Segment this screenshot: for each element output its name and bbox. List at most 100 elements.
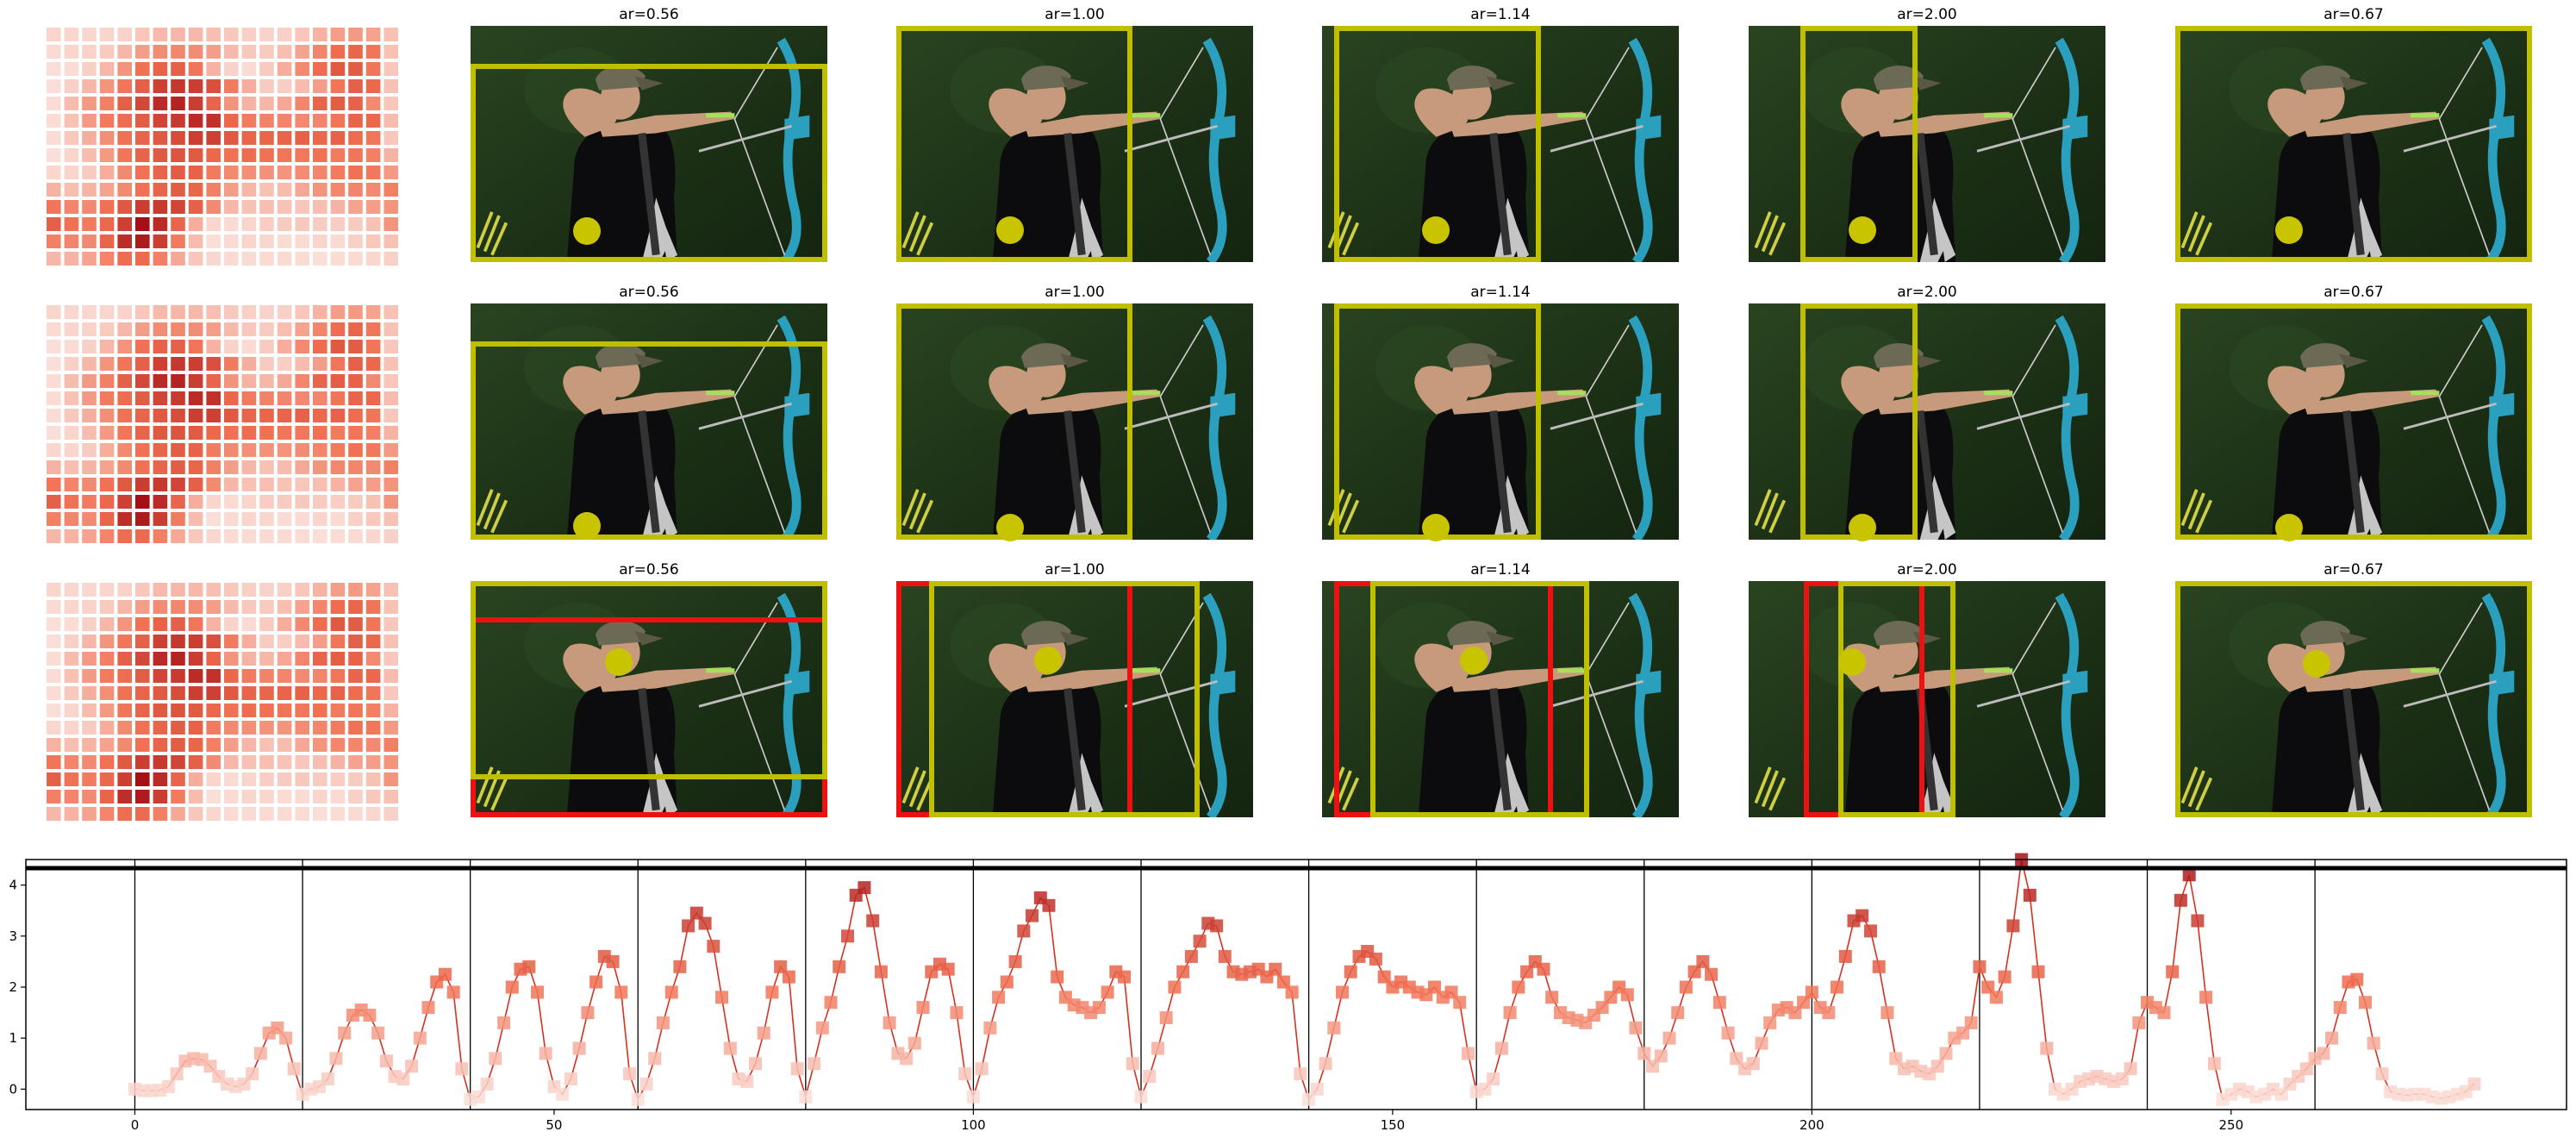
heatmap-cell [384,131,398,145]
heatmap-cell [365,703,381,717]
heatmap-cell [117,755,132,769]
heatmap-cell [82,234,97,248]
data-point [371,1026,385,1040]
heatmap-cell [99,148,115,162]
heatmap-cell [171,807,185,821]
data-point [682,919,695,933]
archer-photo [1749,581,2105,817]
heatmap-cell [117,807,132,821]
heatmap-1 [47,28,398,266]
heatmap-cell [348,28,363,41]
data-point [2207,1057,2221,1071]
data-point [749,1057,762,1071]
heatmap-cell [224,97,239,110]
heatmap-cell [206,721,221,735]
heatmap-cell [384,426,398,440]
data-point [1176,965,1190,979]
heatmap-cell [135,200,150,214]
data-point [246,1067,259,1081]
heatmap-cell [224,252,239,266]
heatmap-cell [99,426,115,440]
heatmap-cell [224,460,239,474]
heatmap-cell [82,755,97,769]
heatmap-cell [135,62,150,76]
heatmap-cell [153,686,168,700]
heatmap-cell [99,200,115,214]
heatmap-cell [47,79,61,93]
heatmap-cell [117,738,132,752]
heatmap-cell [82,460,97,474]
x-tick-label: 200 [1799,1117,1824,1133]
heatmap-cell [153,114,168,128]
heatmap-cell [313,790,327,803]
heatmap-cell [241,686,257,700]
heatmap-cell [206,460,221,474]
heatmap-cell [206,738,221,752]
heatmap-cell [99,166,115,179]
heatmap-cell [188,495,203,509]
heatmap-cell [135,635,150,648]
heatmap-cell [153,200,168,214]
heatmap-cell [365,217,381,231]
heatmap-cell [135,669,150,683]
heatmap-cell [348,617,363,631]
heatmap-cell [330,790,346,803]
heatmap-cell [47,234,61,248]
heatmap-cell [241,738,257,752]
data-point [1026,909,1039,922]
data-point [883,1016,896,1029]
data-point [1730,1052,1743,1066]
heatmap-cell [117,131,132,145]
heatmap-cell [47,495,61,509]
heatmap-cell [47,652,61,666]
data-point [321,1072,334,1085]
heatmap-cell [295,807,309,821]
heatmap-cell [224,200,239,214]
data-point [1545,991,1559,1004]
heatmap-cell [295,703,309,717]
heatmap-cell [295,772,309,786]
data-point [1503,1006,1517,1020]
heatmap-cell [171,148,185,162]
heatmap-cell [384,738,398,752]
heatmap-cell [64,583,79,597]
predicted-box [896,26,1132,262]
data-point [2157,1006,2171,1020]
heatmap-cell [384,529,398,543]
heatmap-cell [224,790,239,803]
heatmap-cell [313,79,327,93]
data-point [1462,1047,1475,1060]
data-point [1017,924,1031,938]
heatmap-cell [330,669,346,683]
heatmap-cell [47,409,61,422]
heatmap-cell [135,443,150,457]
heatmap-cell [188,460,203,474]
focus-point [1838,648,1866,676]
heatmap-cell [224,426,239,440]
data-point [2115,1072,2129,1085]
data-point [2174,893,2187,907]
heatmap-cell [384,234,398,248]
heatmap-cell [135,652,150,666]
heatmap-cell [224,305,239,319]
heatmap-cell [171,635,185,648]
heatmap-cell [99,495,115,509]
heatmap-cell [259,600,274,614]
data-point [1687,965,1701,979]
heatmap-cell [206,217,221,231]
heatmap-cell [224,703,239,717]
data-point [1327,1021,1341,1035]
heatmap-cell [277,686,292,700]
heatmap-cell [259,340,274,353]
panel-title: ar=2.00 [1897,284,1957,301]
heatmap-cell [259,45,274,59]
heatmap-cell [224,340,239,353]
heatmap-cell [64,374,79,388]
heatmap-cell [259,200,274,214]
heatmap-cell [206,807,221,821]
y-axis: 0 1 2 3 4 [9,878,26,1097]
panel-title: ar=0.67 [2323,6,2384,23]
heatmap-cell [224,686,239,700]
heatmap-cell [384,45,398,59]
heatmap-cell [171,409,185,422]
